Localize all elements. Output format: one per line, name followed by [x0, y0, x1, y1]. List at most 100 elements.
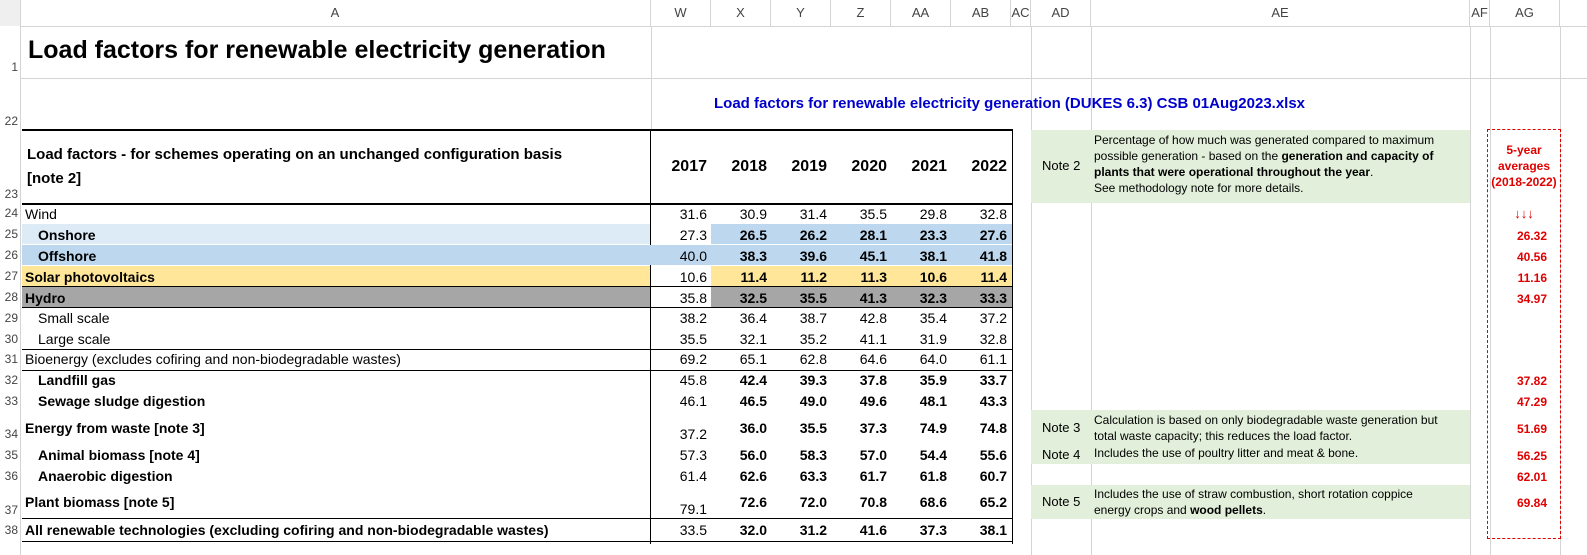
row-header[interactable]: 1 [11, 60, 18, 74]
table-cell[interactable]: 11.4 [740, 269, 767, 285]
average-value[interactable]: 40.56 [1516, 250, 1547, 264]
row-header[interactable]: 27 [4, 269, 18, 283]
table-cell[interactable]: 33.5 [679, 522, 707, 538]
row-header[interactable]: 26 [4, 248, 18, 262]
table-cell[interactable]: 41.1 [859, 331, 887, 347]
table-cell[interactable]: 48.1 [919, 393, 947, 409]
row-label-large-scale[interactable]: Large scale [38, 331, 111, 347]
table-cell[interactable]: 49.6 [859, 393, 887, 409]
table-cell[interactable]: 63.3 [799, 468, 827, 484]
row-label-hydro[interactable]: Hydro [25, 290, 66, 306]
table-cell[interactable]: 35.2 [799, 331, 827, 347]
table-cell[interactable]: 35.5 [799, 420, 827, 436]
table-cell[interactable]: 23.3 [919, 227, 947, 243]
table-cell[interactable]: 41.8 [979, 248, 1007, 264]
table-cell[interactable]: 62.6 [739, 468, 767, 484]
table-cell[interactable]: 38.3 [739, 248, 767, 264]
table-cell[interactable]: 41.6 [859, 522, 887, 538]
table-cell[interactable]: 11.3 [860, 269, 887, 285]
row-header[interactable]: 31 [4, 352, 18, 366]
row-header[interactable]: 29 [4, 311, 18, 325]
table-cell[interactable]: 35.4 [919, 310, 947, 326]
row-label-all-renewable[interactable]: All renewable technologies (excluding co… [25, 522, 549, 538]
table-cell[interactable]: 54.4 [919, 447, 947, 463]
table-cell[interactable]: 49.0 [799, 393, 827, 409]
table-cell[interactable]: 64.0 [919, 351, 947, 367]
table-cell[interactable]: 57.0 [859, 447, 887, 463]
table-cell[interactable]: 43.3 [979, 393, 1007, 409]
table-cell[interactable]: 35.5 [679, 331, 707, 347]
table-cell[interactable]: 38.1 [979, 522, 1007, 538]
row-header[interactable]: 22 [4, 114, 18, 128]
table-cell[interactable]: 74.9 [919, 420, 947, 436]
column-header-af[interactable]: AF [1470, 0, 1490, 26]
table-cell[interactable]: 68.6 [919, 494, 947, 510]
average-value[interactable]: 62.01 [1516, 470, 1547, 484]
row-header[interactable]: 28 [4, 290, 18, 304]
table-cell[interactable]: 36.4 [739, 310, 767, 326]
table-cell[interactable]: 38.7 [799, 310, 827, 326]
row-label-bioenergy[interactable]: Bioenergy (excludes cofiring and non-bio… [25, 351, 401, 367]
table-cell[interactable]: 30.9 [739, 206, 767, 222]
row-header[interactable]: 35 [4, 448, 18, 462]
row-label-solar-photovoltaics[interactable]: Solar photovoltaics [25, 269, 155, 285]
table-cell[interactable]: 62.8 [799, 351, 827, 367]
row-header[interactable]: 36 [4, 469, 18, 483]
table-cell[interactable]: 27.6 [979, 227, 1007, 243]
column-header-z[interactable]: Z [831, 0, 891, 26]
average-value[interactable]: 56.25 [1516, 449, 1547, 463]
table-cell[interactable]: 58.3 [799, 447, 827, 463]
row-header[interactable]: 32 [4, 373, 18, 387]
row-header[interactable]: 33 [4, 394, 18, 408]
table-cell[interactable]: 38.2 [679, 310, 707, 326]
average-value[interactable]: 37.82 [1516, 374, 1547, 388]
table-cell[interactable]: 74.8 [979, 420, 1007, 436]
average-value[interactable]: 47.29 [1516, 395, 1547, 409]
table-cell[interactable]: 35.5 [859, 206, 887, 222]
table-cell[interactable]: 37.2 [979, 310, 1007, 326]
row-header[interactable]: 23 [4, 187, 18, 201]
table-cell[interactable]: 55.6 [979, 447, 1007, 463]
column-header-w[interactable]: W [651, 0, 711, 26]
row-header[interactable]: 25 [4, 227, 18, 241]
average-value[interactable]: 69.84 [1516, 496, 1547, 510]
table-cell[interactable]: 61.1 [979, 351, 1007, 367]
table-cell[interactable]: 38.1 [919, 248, 947, 264]
row-label-onshore[interactable]: Onshore [38, 227, 96, 243]
table-cell[interactable]: 42.4 [739, 372, 767, 388]
average-value[interactable]: 11.16 [1517, 271, 1547, 285]
row-header[interactable]: 34 [4, 427, 18, 441]
table-cell[interactable]: 11.4 [980, 269, 1007, 285]
table-cell[interactable]: 28.1 [859, 227, 887, 243]
row-label-energy-from-waste[interactable]: Energy from waste [note 3] [25, 420, 205, 436]
table-cell[interactable]: 10.6 [919, 269, 947, 285]
table-cell[interactable]: 33.3 [979, 290, 1007, 306]
table-cell[interactable]: 33.7 [979, 372, 1007, 388]
row-label-small-scale[interactable]: Small scale [38, 310, 110, 326]
row-header[interactable]: 30 [4, 332, 18, 346]
table-cell[interactable]: 65.1 [739, 351, 767, 367]
table-cell[interactable]: 79.1 [679, 501, 707, 517]
average-value[interactable]: 34.97 [1516, 292, 1547, 306]
column-header-x[interactable]: X [711, 0, 771, 26]
table-cell[interactable]: 41.3 [859, 290, 887, 306]
table-cell[interactable]: 32.0 [739, 522, 767, 538]
row-header[interactable]: 37 [4, 503, 18, 517]
table-cell[interactable]: 32.8 [979, 206, 1007, 222]
row-label-sewage-sludge[interactable]: Sewage sludge digestion [38, 393, 206, 409]
average-value[interactable]: 26.32 [1516, 229, 1547, 243]
table-cell[interactable]: 72.0 [799, 494, 827, 510]
table-cell[interactable]: 31.2 [799, 522, 827, 538]
table-cell[interactable]: 11.2 [800, 269, 827, 285]
table-cell[interactable]: 32.5 [739, 290, 767, 306]
column-header-ag[interactable]: AG [1490, 0, 1560, 26]
table-cell[interactable]: 35.9 [919, 372, 947, 388]
table-cell[interactable]: 37.2 [679, 426, 707, 442]
row-header[interactable]: 24 [4, 206, 18, 220]
column-header-a[interactable]: A [20, 0, 651, 26]
column-header-ac[interactable]: AC [1011, 0, 1031, 26]
row-label-anaerobic-digestion[interactable]: Anaerobic digestion [38, 468, 173, 484]
table-cell[interactable]: 61.8 [919, 468, 947, 484]
table-cell[interactable]: 31.9 [919, 331, 947, 347]
table-cell[interactable]: 35.8 [679, 290, 707, 306]
